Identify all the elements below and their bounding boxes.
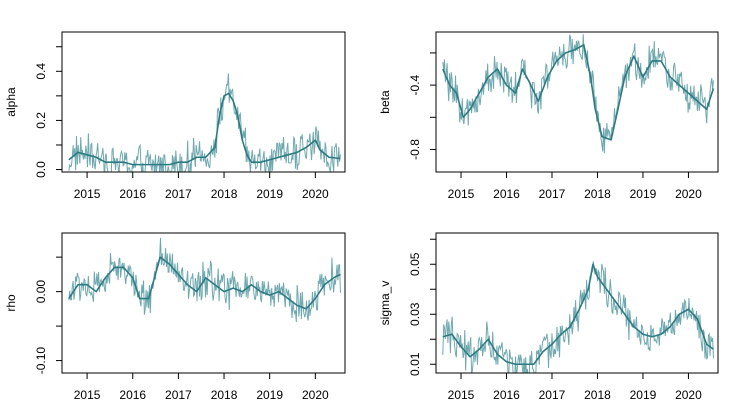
- y-tick-label: -0.10: [34, 347, 48, 375]
- x-tick-label: 2018: [211, 187, 238, 201]
- x-tick-label: 2017: [539, 187, 566, 201]
- x-tick-label: 2019: [630, 388, 657, 402]
- y-tick-label: 0.2: [34, 112, 48, 129]
- plot-frame: [435, 232, 719, 374]
- y-axis-title: alpha: [4, 87, 18, 117]
- x-tick-label: 2019: [630, 187, 657, 201]
- x-tick-label: 2020: [302, 388, 329, 402]
- x-tick-label: 2020: [302, 187, 329, 201]
- x-tick-label: 2015: [448, 187, 475, 201]
- plot-frame: [61, 31, 346, 173]
- x-tick-label: 2015: [448, 388, 475, 402]
- noisy-estimate-line: [442, 261, 714, 373]
- x-tick-label: 2017: [539, 388, 566, 402]
- x-tick-label: 2016: [119, 187, 146, 201]
- x-tick-label: 2015: [74, 388, 101, 402]
- y-tick-label: 0.0: [34, 161, 48, 178]
- x-tick-label: 2016: [493, 388, 520, 402]
- y-axis-title: beta: [378, 90, 392, 114]
- y-tick-label: 0.00: [34, 280, 48, 304]
- x-tick-label: 2019: [256, 388, 283, 402]
- y-tick-label: 0.05: [408, 252, 422, 276]
- plot-frame: [435, 31, 719, 173]
- y-tick-label: -0.8: [408, 139, 422, 160]
- beta-panel: 2015 2016 2017 2018 2019 2020 -0.8 -0.4 beta: [378, 31, 719, 201]
- sigma-v-panel: 2015 2016 2017 2018 2019 2020 0.01 0.03 0.05 sigm…: [378, 232, 719, 402]
- smoothed-series-line: [442, 44, 715, 141]
- plot-frame: [61, 232, 346, 374]
- rho-panel: 2015 2016 2017 2018 2019 2020 -0.10 0.00 rho: [4, 232, 346, 402]
- y-tick-label: 0.03: [408, 302, 422, 326]
- x-tick-label: 2018: [584, 187, 611, 201]
- x-tick-label: 2017: [165, 187, 192, 201]
- x-tick-label: 2019: [256, 187, 283, 201]
- y-axis-title: rho: [4, 294, 18, 312]
- x-tick-label: 2015: [74, 187, 101, 201]
- x-tick-label: 2016: [119, 388, 146, 402]
- y-tick-label: 0.4: [34, 63, 48, 80]
- y-tick-label: 0.01: [408, 352, 422, 376]
- x-tick-label: 2020: [675, 388, 702, 402]
- y-tick-label: -0.4: [408, 74, 422, 95]
- x-tick-label: 2018: [584, 388, 611, 402]
- noisy-estimate-line: [442, 34, 714, 154]
- smoothed-series-line: [442, 263, 714, 366]
- alpha-panel: 2015 2016 2017 2018 2019 2020 0.0 0.2 0.4 alpha: [4, 31, 346, 201]
- y-axis-title: sigma_v: [378, 281, 392, 326]
- smoothed-series-line: [68, 256, 341, 310]
- x-tick-label: 2016: [493, 187, 520, 201]
- x-tick-label: 2018: [211, 388, 238, 402]
- x-tick-label: 2020: [675, 187, 702, 201]
- smoothed-series-line: [68, 92, 341, 166]
- noisy-estimate-line: [68, 73, 341, 172]
- x-tick-label: 2017: [165, 388, 192, 402]
